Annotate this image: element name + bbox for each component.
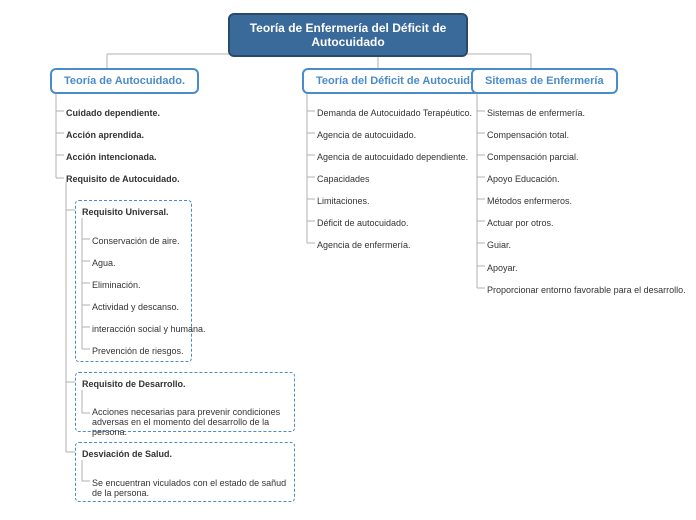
subbox-title: Requisito de Desarrollo. — [82, 379, 186, 389]
subbox-item: Acciones necesarias para prevenir condic… — [92, 408, 287, 438]
leaf: Guiar. — [487, 240, 511, 250]
leaf: Apoyar. — [487, 263, 518, 273]
subbox-item: Prevención de riesgos. — [92, 346, 184, 356]
leaf: Requisito de Autocuidado. — [66, 174, 180, 184]
subbox-item: Se encuentran viculados con el estado de… — [92, 478, 292, 498]
leaf: Agencia de autocuidado dependiente. — [317, 152, 468, 162]
leaf: Cuidado dependiente. — [66, 108, 160, 118]
leaf: Agencia de enfermería. — [317, 240, 411, 250]
leaf: Sistemas de enfermería. — [487, 108, 585, 118]
leaf: Compensación parcial. — [487, 152, 579, 162]
subbox-item: Actividad y descanso. — [92, 302, 179, 312]
leaf: Agencia de autocuidado. — [317, 130, 416, 140]
leaf: Acción intencionada. — [66, 152, 157, 162]
leaf: Limitaciones. — [317, 196, 370, 206]
root-title: Teoría de Enfermería del Déficit de Auto… — [250, 21, 447, 49]
leaf: Acción aprendida. — [66, 130, 144, 140]
leaf: Métodos enfermeros. — [487, 196, 572, 206]
branch-label: Teoría del Déficit de Autocuidado — [316, 75, 490, 87]
leaf: Apoyo Educación. — [487, 174, 560, 184]
leaf: Déficit de autocuidado. — [317, 218, 409, 228]
leaf: Proporcionar entorno favorable para el d… — [487, 285, 686, 295]
branch-autocuidado: Teoría de Autocuidado. — [50, 68, 199, 94]
branch-label: Sitemas de Enfermería — [485, 75, 604, 87]
subbox-item: Eliminación. — [92, 280, 141, 290]
leaf: Actuar por otros. — [487, 218, 554, 228]
subbox-item: interacción social y humana. — [92, 324, 206, 334]
subbox-item: Agua. — [92, 258, 116, 268]
leaf: Compensación total. — [487, 130, 569, 140]
subbox-title: Requisito Universal. — [82, 207, 169, 217]
leaf: Demanda de Autocuidado Terapéutico. — [317, 108, 472, 118]
subbox-item: Conservación de aire. — [92, 236, 180, 246]
branch-sistemas: Sitemas de Enfermería — [471, 68, 618, 94]
leaf: Capacidades — [317, 174, 370, 184]
branch-label: Teoría de Autocuidado. — [64, 75, 185, 87]
subbox-title: Desviación de Salud. — [82, 449, 172, 459]
root-node: Teoría de Enfermería del Déficit de Auto… — [228, 13, 468, 57]
